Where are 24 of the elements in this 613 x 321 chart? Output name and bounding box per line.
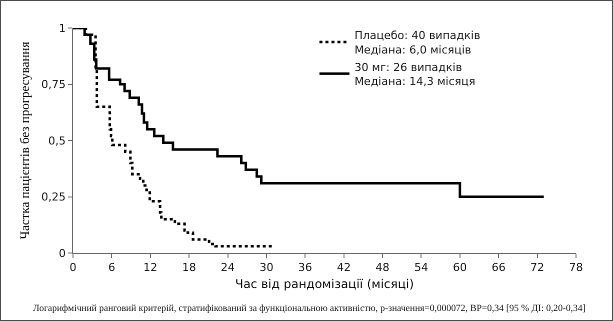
- y-tick-label: 1: [58, 22, 66, 35]
- y-axis-title: Частка пацієнтів без прогресування: [17, 42, 32, 240]
- x-tick-label: 18: [182, 261, 196, 274]
- x-tick-label: 78: [569, 261, 583, 274]
- legend-label: 30 мг: 26 випадків Медіана: 14,3 місяця: [354, 60, 476, 88]
- x-tick-label: 6: [108, 261, 116, 274]
- x-tick-label: 72: [530, 261, 544, 274]
- y-tick-label: 0,75: [41, 78, 66, 92]
- x-tick-label: 42: [336, 261, 351, 274]
- y-tick-label: 0,5: [48, 134, 66, 148]
- x-tick-label: 30: [259, 261, 274, 274]
- y-tick-label: 0: [58, 246, 66, 260]
- x-axis-title: Час від рандомізації (місяці): [235, 277, 414, 292]
- y-tick-label: 0,25: [41, 190, 66, 204]
- x-tick-label: 60: [452, 261, 467, 274]
- x-tick-label: 36: [298, 261, 312, 274]
- x-tick-label: 24: [220, 261, 235, 274]
- x-tick-label: 66: [492, 261, 506, 274]
- x-tick-label: 48: [376, 261, 390, 274]
- text: Логарифмічний ранговий критерій, стратифікований за функціональною активністю, p-значення=0,000072, ВР=0,34 [95 % ДІ: 0,20-0,34]: [33, 304, 586, 314]
- x-tick-label: 0: [70, 261, 76, 274]
- x-tick-label: 12: [143, 261, 158, 274]
- legend-label: Плацебо: 40 випадків Медіана: 6,0 місяців: [354, 29, 480, 56]
- x-tick-label: 54: [414, 261, 428, 274]
